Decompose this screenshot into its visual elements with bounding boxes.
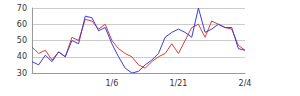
svg-text:70: 70: [17, 4, 27, 13]
svg-text:1/21: 1/21: [169, 79, 187, 88]
svg-text:30: 30: [17, 69, 27, 78]
svg-text:40: 40: [17, 52, 27, 61]
svg-text:50: 50: [17, 36, 27, 45]
svg-text:1/6: 1/6: [105, 79, 118, 88]
svg-text:2/4: 2/4: [239, 79, 252, 88]
svg-text:60: 60: [17, 20, 27, 29]
